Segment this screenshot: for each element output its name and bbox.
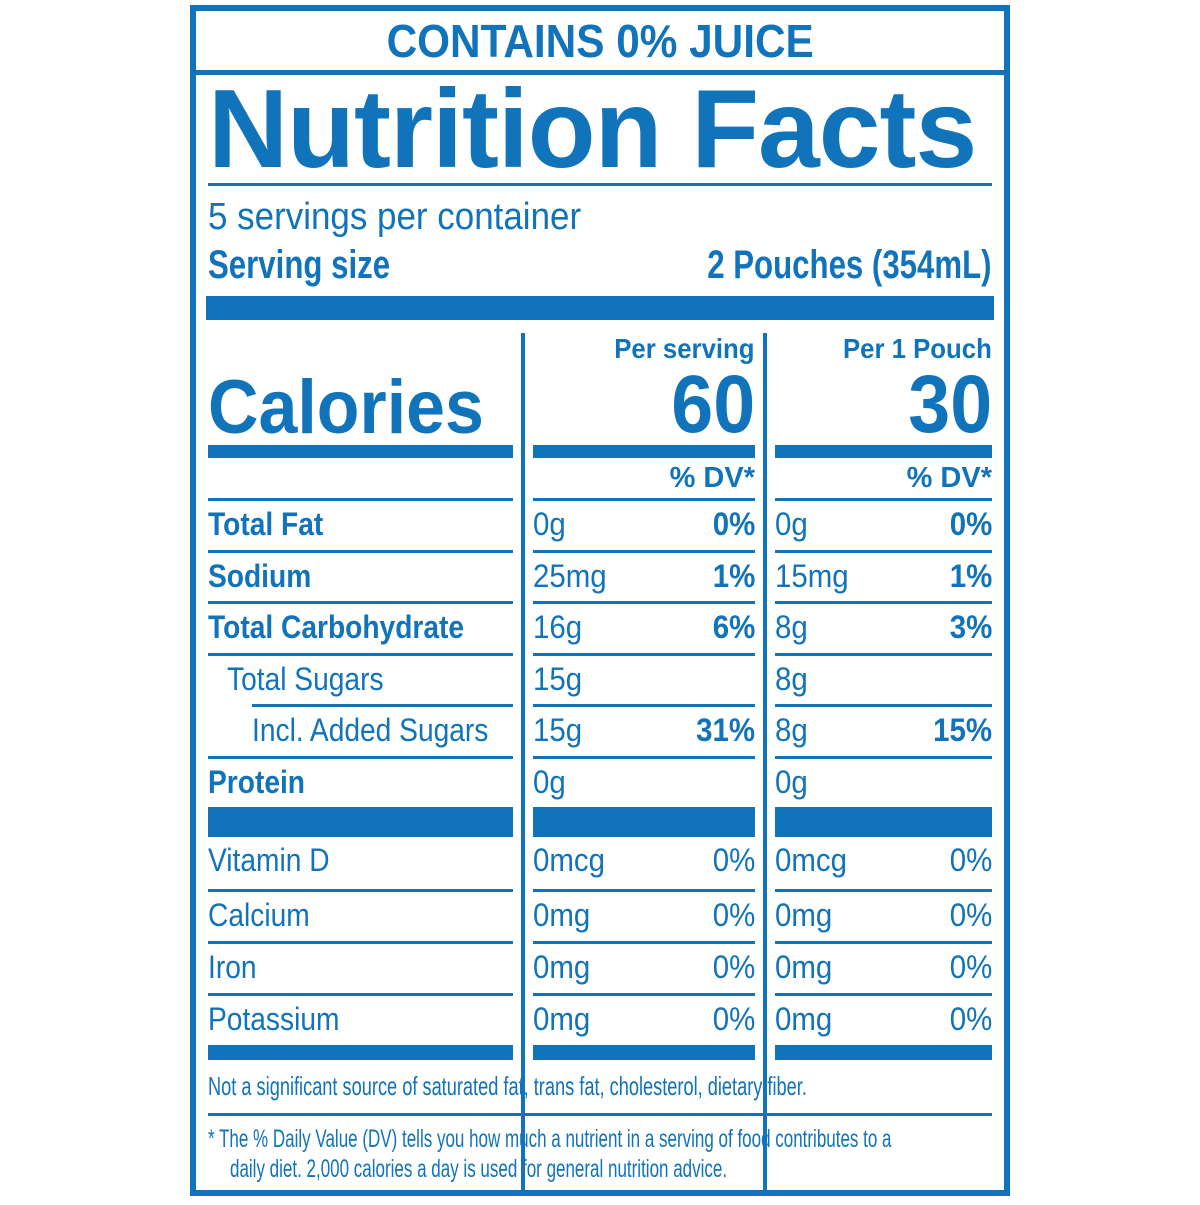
nutrient-name: Sodium <box>208 557 312 594</box>
amount-per-serving: 15g <box>533 660 583 697</box>
micronutrient-bottom-bar-row <box>196 1045 1004 1060</box>
title-block: Nutrition Facts <box>196 66 1004 191</box>
amount-per-pouch: 8g <box>775 660 808 697</box>
amount-per-pouch: 0mg <box>775 949 833 985</box>
dv-per-serving: 0% <box>712 1001 755 1037</box>
nutrient-name: Total Carbohydrate <box>208 609 465 645</box>
calories-label: Calories <box>208 365 484 451</box>
contains-juice-text: CONTAINS 0% JUICE <box>386 14 814 67</box>
dv-per-serving: 31% <box>696 712 755 748</box>
nutrient-row-total-fat: Total Fat 0g 0% 0g 0% <box>196 498 1004 550</box>
dv-per-serving: 0% <box>712 842 755 878</box>
micronutrient-row-potassium: Potassium 0mg 0% 0mg 0% <box>196 993 1004 1045</box>
column-divider-2 <box>763 333 767 1190</box>
calories-underline-row <box>196 445 1004 458</box>
nutrient-name: Total Fat <box>208 506 324 542</box>
nutrition-table: Calories Per serving 60 Per 1 Pouch 30 %… <box>196 326 1004 1190</box>
amount-per-pouch: 0mg <box>775 897 833 933</box>
dv-per-pouch: 0% <box>949 1001 992 1037</box>
micronutrient-row-calcium: Calcium 0mg 0% 0mg 0% <box>196 889 1004 941</box>
dv-per-pouch: 0% <box>949 506 992 542</box>
footer-divider <box>208 1113 992 1116</box>
amount-per-pouch: 8g <box>775 609 808 645</box>
header-thick-bar <box>206 296 994 320</box>
footnote-line-2: daily diet. 2,000 calories a day is used… <box>230 1155 728 1183</box>
amount-per-pouch: 15mg <box>775 557 849 594</box>
nutrient-name: Protein <box>208 763 306 800</box>
serving-size-value: 2 Pouches (354mL) <box>707 243 992 287</box>
dv-per-pouch: 0% <box>949 949 992 985</box>
nutrient-row-total-sugars: Total Sugars 15g 8g <box>196 652 1004 705</box>
footnote-line-1: * The % Daily Value (DV) tells you how m… <box>208 1125 892 1153</box>
nutrient-row-total-carbohydrate: Total Carbohydrate 16g 6% 8g 3% <box>196 601 1004 653</box>
nutrient-name: Total Sugars <box>227 660 384 697</box>
servings-per-container: 5 servings per container <box>208 196 582 238</box>
dv-per-pouch: 3% <box>949 609 992 645</box>
dv-header-row: % DV* % DV* <box>196 458 1004 498</box>
amount-per-serving: 25mg <box>533 557 607 594</box>
nutrient-name: Iron <box>208 949 257 985</box>
amount-per-serving: 0mg <box>533 949 591 985</box>
amount-per-serving: 0g <box>533 506 566 542</box>
micronutrient-row-iron: Iron 0mg 0% 0mg 0% <box>196 941 1004 993</box>
title-divider <box>208 183 992 186</box>
nutrient-name: Vitamin D <box>208 842 330 878</box>
dv-header-serving: % DV* <box>669 461 755 494</box>
dv-per-serving: 6% <box>712 609 755 645</box>
amount-per-serving: 0mg <box>533 1001 591 1037</box>
dv-per-pouch: 0% <box>949 897 992 933</box>
nutrient-name: Calcium <box>208 897 310 933</box>
amount-per-pouch: 0g <box>775 763 808 800</box>
dv-per-pouch: 0% <box>949 842 992 878</box>
dv-per-serving: 1% <box>712 557 755 594</box>
per-serving-header: Per serving <box>614 333 755 364</box>
amount-per-pouch: 0g <box>775 506 808 542</box>
dv-per-serving: 0% <box>712 506 755 542</box>
calories-per-pouch: 30 <box>908 359 992 450</box>
not-significant-note: Not a significant source of saturated fa… <box>208 1071 807 1101</box>
amount-per-pouch: 0mcg <box>775 842 847 878</box>
dv-per-pouch: 15% <box>933 712 992 748</box>
nutrient-row-sodium: Sodium 25mg 1% 15mg 1% <box>196 549 1004 602</box>
micronutrient-row-vitamin-d: Vitamin D 0mcg 0% 0mcg 0% <box>196 837 1004 889</box>
amount-per-pouch: 8g <box>775 712 808 748</box>
dv-per-serving: 0% <box>712 897 755 933</box>
serving-size-label: Serving size <box>208 243 391 287</box>
dv-per-serving: 0% <box>712 949 755 985</box>
amount-per-serving: 16g <box>533 609 583 645</box>
contains-juice-banner: CONTAINS 0% JUICE <box>196 11 1004 75</box>
serving-size-row: Serving size 2 Pouches (354mL) <box>196 237 1004 287</box>
amount-per-serving: 15g <box>533 712 583 748</box>
amount-per-serving: 0mcg <box>533 842 605 878</box>
dv-header-pouch: % DV* <box>906 461 992 494</box>
per-pouch-header: Per 1 Pouch <box>843 333 992 364</box>
nutrient-name: Potassium <box>208 1001 340 1037</box>
nutrient-name: Incl. Added Sugars <box>252 712 489 748</box>
nutrient-row-protein: Protein 0g 0g <box>196 755 1004 808</box>
calories-underline <box>208 445 513 458</box>
amount-per-serving: 0g <box>533 763 566 800</box>
daily-value-footnote: * The % Daily Value (DV) tells you how m… <box>196 1116 1004 1184</box>
amount-per-pouch: 0mg <box>775 1001 833 1037</box>
nutrient-row-added-sugars: Incl. Added Sugars 15g 31% 8g 15% <box>196 704 1004 756</box>
column-divider-1 <box>521 333 525 1190</box>
calories-row: Calories Per serving 60 Per 1 Pouch 30 <box>196 326 1004 451</box>
nutrition-facts-label: CONTAINS 0% JUICE Nutrition Facts 5 serv… <box>190 5 1010 1196</box>
calories-per-serving: 60 <box>671 359 755 450</box>
page-title: Nutrition Facts <box>208 66 977 191</box>
micronutrient-top-bar-row <box>196 807 1004 837</box>
dv-per-pouch: 1% <box>949 557 992 594</box>
amount-per-serving: 0mg <box>533 897 591 933</box>
